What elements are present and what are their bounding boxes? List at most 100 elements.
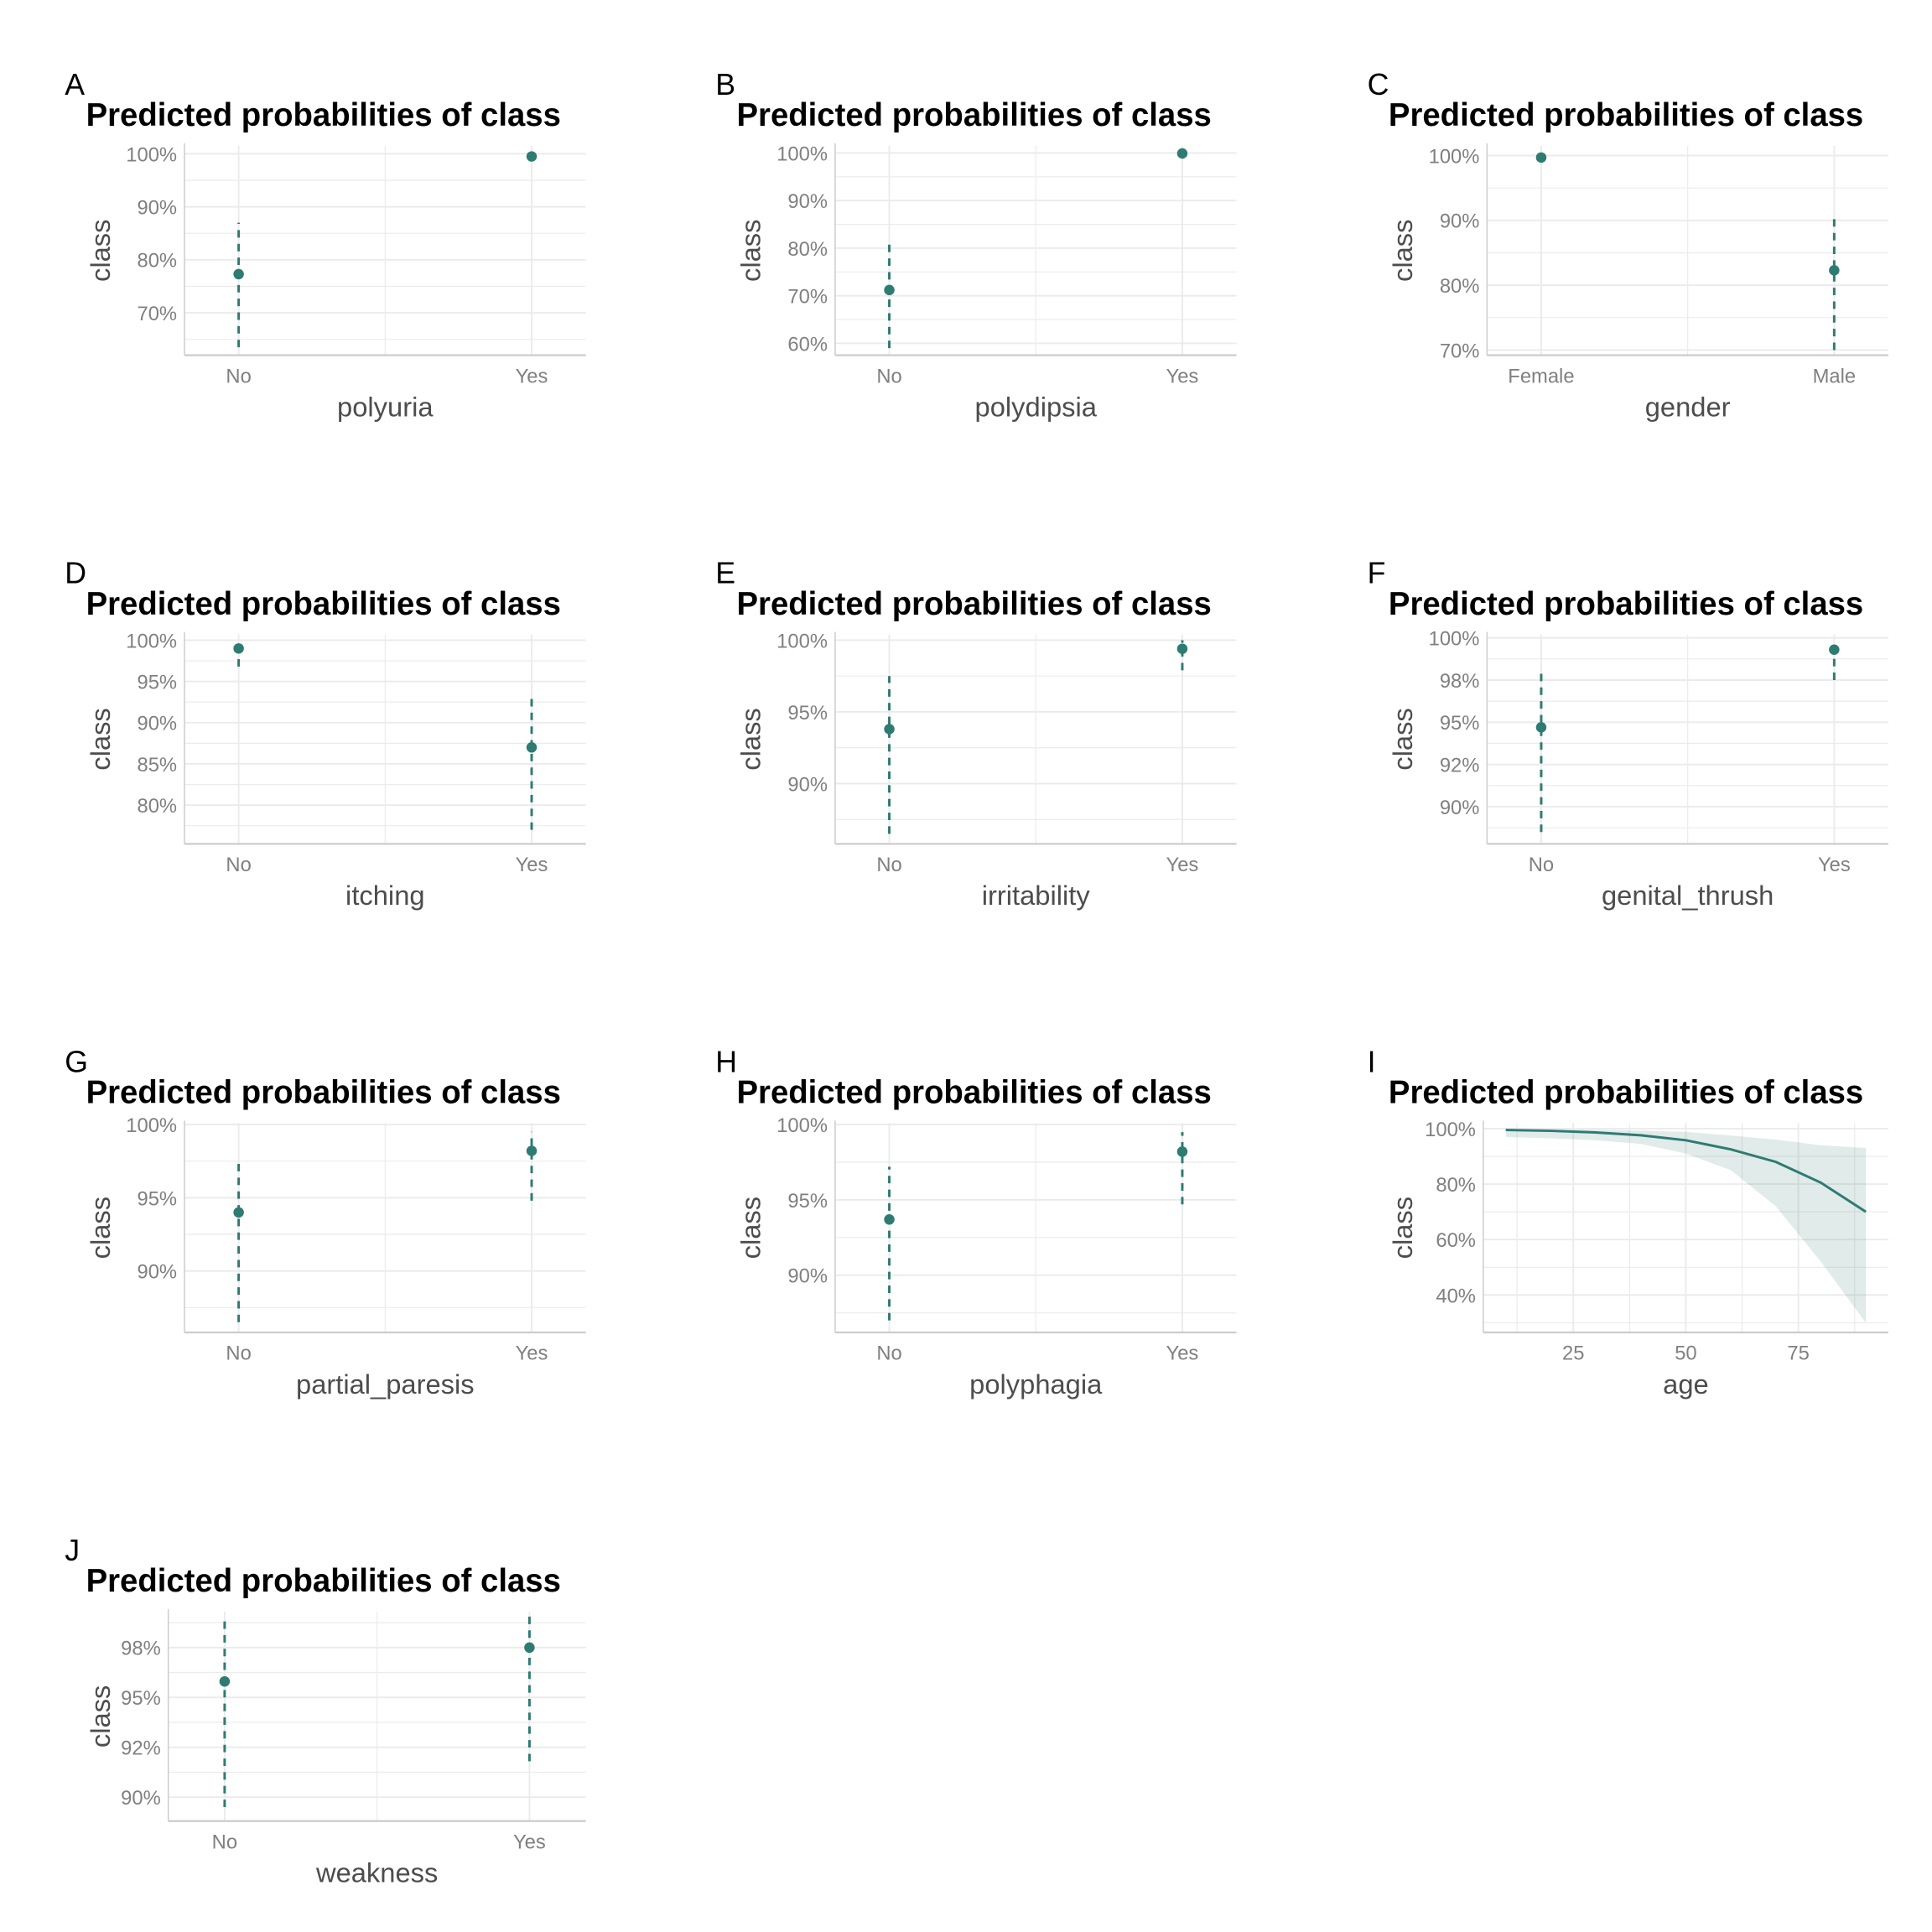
- x-tick-label: No: [226, 1343, 251, 1365]
- y-tick-label: 80%: [1436, 1174, 1476, 1197]
- x-tick-label: Yes: [513, 1831, 546, 1853]
- y-tick-label: 90%: [1440, 797, 1480, 819]
- y-axis-title: class: [1387, 220, 1418, 282]
- x-axis-title: polydipsia: [975, 391, 1098, 422]
- prediction-line: [1505, 1129, 1867, 1213]
- y-tick-label: 100%: [776, 630, 828, 652]
- y-tick-label: 95%: [121, 1687, 161, 1710]
- x-tick-label: Female: [1508, 365, 1574, 387]
- y-tick-label: 100%: [1429, 145, 1480, 168]
- panel-title: Predicted probabilities of class: [1389, 586, 1863, 622]
- x-axis-title: age: [1663, 1368, 1709, 1400]
- y-tick-label: 90%: [787, 1265, 828, 1288]
- data-point: [1829, 644, 1840, 655]
- y-tick-label: 98%: [1440, 670, 1480, 693]
- data-point: [233, 268, 244, 280]
- x-tick-label: Yes: [516, 854, 548, 876]
- panel-title: Predicted probabilities of class: [86, 1563, 561, 1599]
- panel-title: Predicted probabilities of class: [736, 1075, 1211, 1111]
- x-tick-label: 50: [1675, 1343, 1696, 1365]
- y-axis-title: class: [85, 220, 116, 282]
- y-axis-title: class: [735, 1197, 766, 1259]
- x-tick-label: Yes: [1166, 1343, 1199, 1365]
- y-tick-label: 92%: [1440, 755, 1480, 777]
- y-tick-label: 90%: [137, 713, 177, 735]
- y-tick-label: 80%: [137, 795, 177, 818]
- data-point: [1176, 643, 1188, 654]
- y-axis-title: class: [85, 1197, 116, 1259]
- x-tick-label: Male: [1813, 365, 1857, 387]
- data-point: [1535, 722, 1547, 733]
- y-axis-title: class: [1387, 1197, 1418, 1259]
- data-point: [219, 1675, 231, 1687]
- x-axis-title: weakness: [315, 1857, 438, 1888]
- y-tick-label: 80%: [1440, 275, 1480, 298]
- confidence-band: [1505, 1129, 1867, 1323]
- panel-tag: F: [1368, 557, 1386, 590]
- panel-tag: G: [65, 1045, 88, 1078]
- panel-tag: C: [1368, 68, 1389, 101]
- panel-tag: E: [715, 557, 735, 590]
- y-tick-label: 95%: [1440, 712, 1480, 735]
- y-tick-label: 70%: [137, 303, 177, 325]
- panel-title: Predicted probabilities of class: [1389, 97, 1863, 133]
- panel-tag: I: [1368, 1045, 1376, 1078]
- y-tick-label: 95%: [787, 1190, 828, 1213]
- data-point: [524, 1642, 535, 1654]
- x-tick-label: No: [226, 854, 251, 876]
- data-point: [1535, 152, 1547, 164]
- y-tick-label: 60%: [1436, 1229, 1476, 1252]
- data-point: [526, 742, 538, 753]
- y-tick-label: 70%: [1440, 340, 1480, 362]
- y-tick-label: 90%: [137, 1261, 177, 1284]
- y-tick-label: 100%: [126, 630, 177, 652]
- panel-tag: D: [65, 557, 86, 590]
- x-tick-label: No: [212, 1831, 237, 1853]
- panel-title: Predicted probabilities of class: [86, 97, 561, 133]
- data-point: [526, 151, 538, 162]
- x-axis-title: polyphagia: [969, 1368, 1103, 1400]
- panel-i: I Predicted probabilities of class 40% 60% 8…: [1368, 1045, 1888, 1400]
- y-axis-title: class: [85, 1685, 116, 1748]
- data-point: [233, 643, 244, 654]
- data-point: [1176, 1146, 1188, 1157]
- x-tick-label: Yes: [1818, 854, 1851, 876]
- data-point: [884, 1214, 895, 1225]
- panel-title: Predicted probabilities of class: [1389, 1075, 1863, 1111]
- x-tick-label: Yes: [516, 1343, 548, 1365]
- y-tick-label: 40%: [1436, 1285, 1476, 1307]
- x-axis-title: genital_thrush: [1602, 880, 1774, 911]
- x-axis-title: itching: [345, 880, 425, 911]
- panel-title: Predicted probabilities of class: [86, 1075, 561, 1111]
- x-axis-title: irritability: [982, 880, 1091, 911]
- y-tick-label: 100%: [126, 1114, 177, 1137]
- x-tick-label: No: [876, 365, 901, 387]
- y-tick-label: 70%: [787, 286, 828, 309]
- y-tick-label: 100%: [776, 143, 828, 165]
- y-axis-title: class: [1387, 708, 1418, 770]
- y-tick-label: 95%: [787, 702, 828, 724]
- y-axis-title: class: [735, 220, 766, 282]
- x-tick-label: Yes: [1166, 854, 1199, 876]
- y-tick-label: 92%: [121, 1737, 161, 1760]
- y-tick-label: 98%: [121, 1638, 161, 1660]
- y-tick-label: 100%: [126, 143, 177, 166]
- x-tick-label: 75: [1787, 1343, 1809, 1365]
- panel-tag: A: [65, 68, 85, 101]
- data-point: [1829, 265, 1840, 276]
- data-point: [884, 284, 895, 296]
- x-tick-label: No: [226, 365, 251, 387]
- panel-title: Predicted probabilities of class: [86, 586, 561, 622]
- data-point: [884, 724, 895, 735]
- y-tick-label: 60%: [787, 333, 828, 356]
- y-tick-label: 90%: [1440, 210, 1480, 233]
- y-tick-label: 80%: [137, 250, 177, 273]
- panel-title: Predicted probabilities of class: [736, 586, 1211, 622]
- x-axis-title: partial_paresis: [296, 1368, 475, 1400]
- y-tick-label: 80%: [787, 238, 828, 261]
